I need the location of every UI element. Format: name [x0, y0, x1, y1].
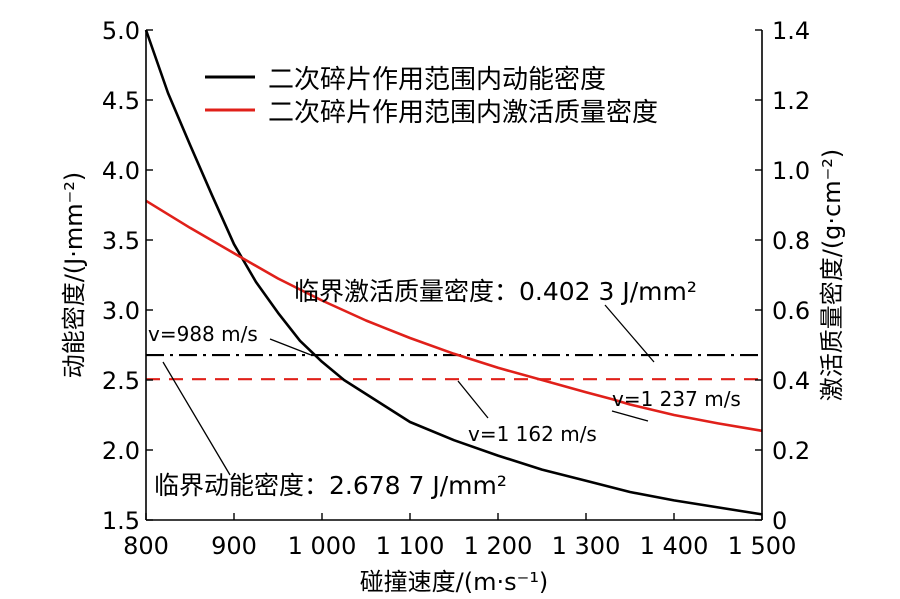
- y-right-tick-label-7: 1.4: [772, 17, 810, 45]
- x-tick-label-1: 900: [211, 532, 257, 560]
- y-right-tick-label-6: 1.2: [772, 87, 810, 115]
- y-left-tick-label-0: 1.5: [102, 507, 140, 535]
- series-line-1: [145, 199, 763, 433]
- annotations: 临界激活质量密度：0.402 3 J/mm² 临界动能密度：2.678 7 J/…: [148, 277, 741, 500]
- y-right-tick-label-4: 0.8: [772, 227, 810, 255]
- y-left-tick-label-5: 4.0: [102, 157, 140, 185]
- y-right-tick-label-2: 0.4: [772, 367, 810, 395]
- x-tick-label-4: 1 200: [464, 532, 533, 560]
- y-left-tick-label-2: 2.5: [102, 367, 140, 395]
- y-left-tick-label-7: 5.0: [102, 17, 140, 45]
- y-left-tick-label-3: 3.0: [102, 297, 140, 325]
- critical-kinetic-energy-label: 临界动能密度：2.678 7 J/mm²: [154, 471, 507, 500]
- y-axis-right-title: 激活质量密度/(g·cm⁻²): [818, 149, 846, 402]
- critical-mass-density-label: 临界激活质量密度：0.402 3 J/mm²: [294, 277, 697, 306]
- legend: 二次碎片作用范围内动能密度 二次碎片作用范围内激活质量密度: [205, 65, 658, 128]
- annotation-v988: v=988 m/s: [148, 322, 258, 346]
- x-tick-label-5: 1 300: [552, 532, 621, 560]
- y-left-tick-label-4: 3.5: [102, 227, 140, 255]
- x-tick-label-2: 1 000: [288, 532, 357, 560]
- y-right-tick-label-0: 0: [772, 507, 787, 535]
- annotation-v1237: v=1 237 m/s: [612, 387, 741, 411]
- leader-critical-kinetic-energy: [162, 361, 231, 476]
- x-tick-label-6: 1 400: [640, 532, 709, 560]
- leader-v988: [269, 338, 312, 356]
- y-left-tick-label-1: 2.0: [102, 437, 140, 465]
- plot-content: [144, 29, 763, 516]
- x-tick-label-0: 800: [123, 532, 169, 560]
- leader-v1162: [457, 380, 489, 419]
- leader-v1237: [611, 410, 649, 422]
- series-line-0: [144, 29, 763, 516]
- y-right-tick-label-5: 1.0: [772, 157, 810, 185]
- x-axis-title: 碰撞速度/(m·s⁻¹): [360, 568, 549, 596]
- legend-label-kinetic-energy: 二次碎片作用范围内动能密度: [268, 65, 606, 95]
- x-tick-label-7: 1 500: [728, 532, 797, 560]
- y-right-tick-label-1: 0.2: [772, 437, 810, 465]
- leader-critical-mass-density: [604, 304, 655, 363]
- legend-label-mass-density: 二次碎片作用范围内激活质量密度: [268, 98, 658, 128]
- annotation-v1162: v=1 162 m/s: [468, 422, 597, 446]
- axes: 800 900 1 000 1 100 1 200 1 300 1 400 1 500 1.5 2…: [102, 17, 810, 560]
- y-right-tick-label-3: 0.6: [772, 297, 810, 325]
- y-axis-left-title: 动能密度/(J·mm⁻²): [60, 172, 88, 379]
- x-tick-label-3: 1 100: [376, 532, 445, 560]
- y-left-tick-label-6: 4.5: [102, 87, 140, 115]
